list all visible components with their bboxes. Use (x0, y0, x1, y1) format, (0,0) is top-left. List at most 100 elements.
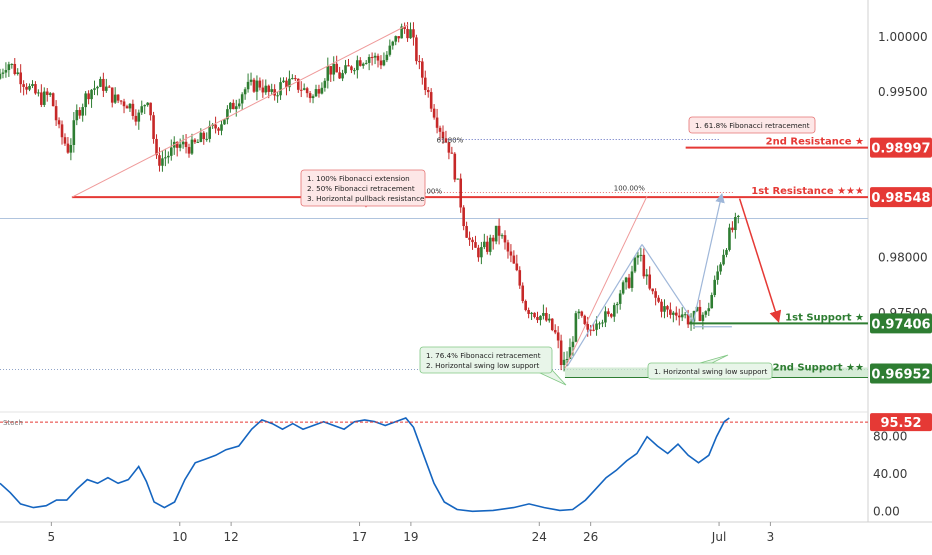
second-support-tag-value: 0.96952 (871, 367, 930, 382)
candle-body (518, 270, 522, 286)
candle-body (152, 115, 155, 139)
note-first-resistance-line-0: 1. 100% Fibonacci extension (307, 174, 410, 183)
note-horizontal-support[interactable] (647, 362, 773, 380)
projection-leg-1[interactable] (567, 244, 643, 367)
candle-body (205, 138, 209, 140)
candle-body (57, 120, 61, 125)
candle-body (276, 95, 279, 97)
candle-body (294, 78, 297, 80)
first-support-label: 1st Support ★ (785, 312, 864, 323)
candle-body (175, 141, 179, 148)
fib-extension-leg[interactable] (564, 195, 648, 369)
note-first-resistance-line-1: 2. 50% Fibonacci retracement (307, 184, 415, 193)
candle-body (302, 88, 306, 90)
candle-body (418, 61, 421, 63)
candle-body (264, 85, 268, 93)
candle-body (648, 274, 652, 289)
candle-body (677, 315, 681, 318)
candle-body (361, 63, 365, 66)
candle-body (527, 310, 530, 314)
candle-body (571, 341, 575, 348)
candle-body (184, 141, 188, 148)
candle-body (645, 274, 649, 277)
candle-body (78, 110, 82, 116)
stoch-tick-2: 0.00 (873, 504, 900, 518)
projection-leg-2[interactable] (641, 244, 694, 323)
candle-body (391, 41, 395, 46)
annotation-notes[interactable]: 1. 61.8% Fibonacci retracement 1. 100% Fi… (300, 116, 816, 386)
candle-body (119, 100, 123, 102)
candle-body (102, 78, 105, 91)
candle-body (193, 139, 197, 143)
candle-body (128, 103, 132, 109)
projection-leg-3[interactable] (692, 192, 725, 322)
candle-body (707, 308, 711, 312)
candle-body (633, 257, 637, 272)
candle-body (610, 314, 613, 317)
candle-body (415, 37, 418, 62)
candle-body (423, 77, 427, 91)
candle-body (701, 314, 705, 321)
candle-body (48, 93, 52, 95)
candle-body (598, 323, 601, 325)
candle-body (232, 102, 235, 110)
stochastic-pane: Stoch 80.00 40.00 0.00 (0, 417, 907, 518)
candle-body (480, 247, 483, 258)
candle-body (441, 131, 445, 139)
candle-body (113, 94, 117, 103)
price-tags: 2nd Resistance ★ 0.98997 1st Resistance ★★… (751, 137, 932, 432)
candle-body (494, 225, 498, 242)
candle-body (308, 93, 312, 99)
second-resistance-label: 2nd Resistance ★ (766, 137, 864, 148)
candle-body (672, 312, 675, 315)
note-swing-low-line-0: 1. 76.4% Fibonacci retracement (426, 351, 541, 360)
candle-body (483, 241, 486, 248)
candle-body (217, 128, 220, 131)
candle-body (16, 72, 20, 74)
candle-body (358, 60, 362, 66)
candle-body (66, 143, 70, 153)
candle-body (28, 85, 31, 90)
note-swing-low[interactable] (419, 346, 553, 374)
candle-body (666, 306, 669, 310)
candle-body (601, 322, 604, 324)
candle-body (282, 80, 285, 83)
candle-body (255, 80, 259, 92)
candle-body (344, 65, 347, 74)
first-resistance-label: 1st Resistance ★★★ (751, 186, 864, 197)
candle-body (394, 36, 398, 42)
candle-body (539, 315, 542, 321)
candle-body (453, 153, 457, 180)
candle-body (548, 318, 551, 321)
candle-body (81, 107, 84, 116)
candle-body (237, 103, 241, 107)
candle-body (503, 235, 507, 243)
candle-body (299, 89, 303, 91)
candle-body (553, 330, 557, 333)
candle-body (335, 63, 338, 73)
candle-body (583, 315, 587, 325)
candle-body (607, 311, 610, 315)
candle-body (105, 86, 108, 91)
candle-body (190, 139, 194, 154)
candle-body (562, 359, 566, 366)
candle-body (332, 63, 336, 75)
candle-body (680, 314, 684, 318)
candle-body (273, 89, 276, 96)
forecast-arrow[interactable] (738, 198, 782, 323)
candle-body (663, 306, 666, 312)
candle-body (435, 117, 439, 128)
candle-body (367, 57, 371, 63)
candle-body (208, 125, 211, 139)
drawing-tools[interactable]: 61.80% 100.00% 100.00% (71, 24, 782, 369)
note-first-resistance[interactable] (300, 169, 426, 207)
candle-body (31, 84, 34, 86)
candle-body (509, 251, 513, 256)
swing-trendline[interactable] (71, 24, 409, 198)
candle-body (444, 138, 448, 143)
candle-body (382, 60, 386, 66)
candle-body (93, 88, 96, 90)
note-fib-618[interactable] (688, 116, 816, 134)
